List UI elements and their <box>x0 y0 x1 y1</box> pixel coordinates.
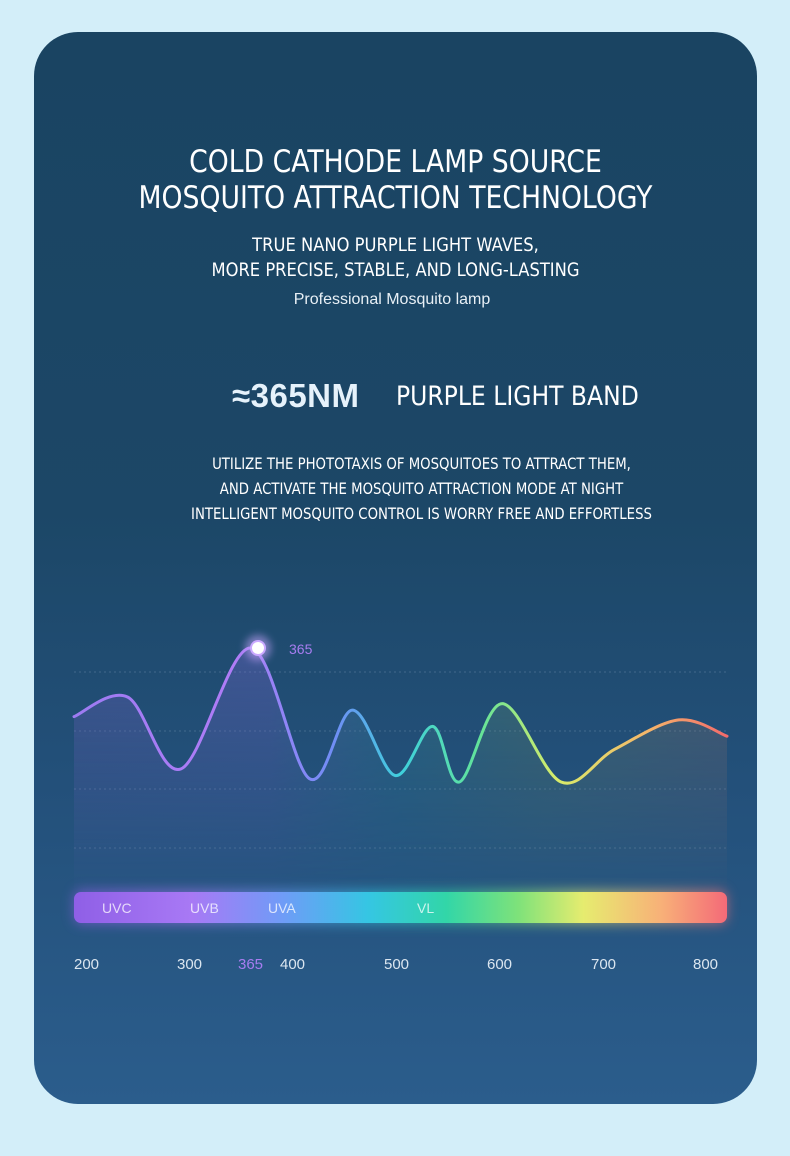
tick-365: 365 <box>238 956 263 973</box>
subheading-line-2: MORE PRECISE, STABLE, AND LONG-LASTING <box>211 259 580 281</box>
band-uva: UVA <box>268 900 296 916</box>
heading-line-1: COLD CATHODE LAMP SOURCE <box>189 144 602 180</box>
heading-line-2: MOSQUITO ATTRACTION TECHNOLOGY <box>138 180 653 216</box>
band-vl: VL <box>417 900 434 916</box>
tick-200: 200 <box>74 956 99 973</box>
spectrum-area <box>74 647 727 890</box>
tick-500: 500 <box>384 956 409 973</box>
tick-800: 800 <box>693 956 718 973</box>
peak-marker <box>250 640 266 656</box>
peak-label: 365 <box>289 641 313 657</box>
spectrum-curve <box>72 646 729 785</box>
band-label: PURPLE LIGHT BAND <box>396 381 639 412</box>
content-card: COLD CATHODE LAMP SOURCE MOSQUITO ATTRAC… <box>34 32 757 1104</box>
tick-700: 700 <box>591 956 616 973</box>
tagline: Professional Mosquito lamp <box>293 291 491 308</box>
band-value: ≈365NM <box>232 377 360 414</box>
tick-300: 300 <box>177 956 202 973</box>
description-line-3: INTELLIGENT MOSQUITO CONTROL IS WORRY FR… <box>191 504 652 523</box>
spectrum-bar <box>74 892 727 923</box>
tick-600: 600 <box>487 956 512 973</box>
spectrum-chart: 365 UVC UVB UVA VL 200 300 365 400 500 6… <box>72 635 729 973</box>
description-line-2: AND ACTIVATE THE MOSQUITO ATTRACTION MOD… <box>219 479 624 498</box>
description-line-1: UTILIZE THE PHOTOTAXIS OF MOSQUITOES TO … <box>212 454 631 473</box>
band-uvc: UVC <box>102 900 132 916</box>
band-uvb: UVB <box>190 900 219 916</box>
subheading-line-1: TRUE NANO PURPLE LIGHT WAVES, <box>252 234 539 256</box>
tick-400: 400 <box>280 956 305 973</box>
